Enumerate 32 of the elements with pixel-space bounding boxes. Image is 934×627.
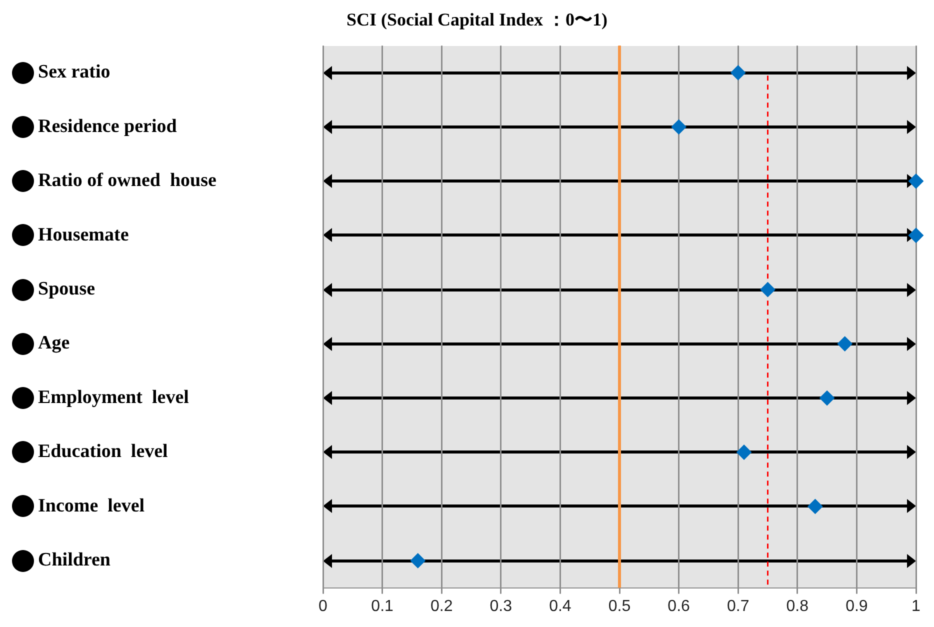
point [820,390,835,406]
point [808,498,823,514]
y-tick-label: Education level [38,441,168,462]
x-tick-label: 0.2 [430,598,453,615]
point [730,65,746,80]
x-tick-label: 0.7 [726,598,750,615]
point [837,336,852,352]
y-tick-label: Ratio of owned house [38,170,216,192]
y-tick-label: Children [38,550,111,571]
x-tick-label: 0 [318,598,328,615]
x-tick-label: 0.9 [846,598,868,615]
point [908,228,924,243]
y-tick-label: Age [38,332,70,354]
point [760,282,776,298]
y-tick-label: Income level [38,495,145,516]
chart-title: SCI (Social Capital Index ：0〜1) [346,9,608,30]
x-tick-label: 0.3 [490,598,512,615]
point [908,174,924,189]
y-tick-label: Housemate [38,224,129,246]
x-tick-label: 0.5 [608,598,631,615]
y-tick-label: Residence period [38,116,178,137]
x-tick-label: 0.4 [549,598,572,615]
x-tick-label: 0.8 [786,598,809,615]
point [671,119,686,134]
point [736,444,752,460]
x-tick-label: 0.6 [668,598,690,615]
y-tick-label: Spouse [38,278,96,300]
y-tick-label: Sex ratio [38,62,110,83]
x-tick-label: 0.1 [371,598,394,615]
point [410,553,426,568]
x-tick-label: 1 [912,598,921,615]
y-tick-label: Employment level [38,386,189,408]
